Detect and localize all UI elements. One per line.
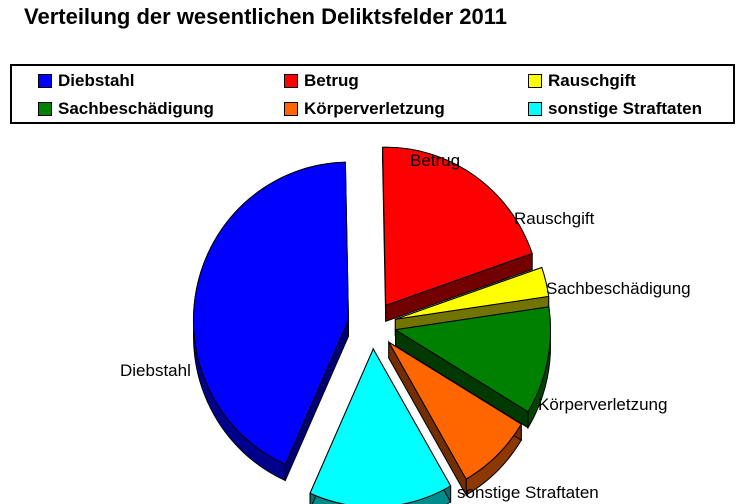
legend-swatch-rauschgift: [528, 74, 542, 88]
pie-slice-betrug: [382, 146, 533, 307]
legend-swatch-sachbeschaedigung: [38, 102, 52, 116]
legend-label-diebstahl: Diebstahl: [58, 71, 135, 90]
legend-label-sachbeschaedigung: Sachbeschädigung: [58, 99, 214, 118]
legend-label-rauschgift: Rauschgift: [548, 71, 636, 90]
legend-swatch-betrug: [284, 74, 298, 88]
legend-item-sachbeschaedigung: Sachbeschädigung: [38, 98, 214, 120]
slice-label-betrug: Betrug: [410, 151, 460, 170]
legend-label-sonstige: sonstige Straftaten: [548, 99, 702, 118]
legend-label-betrug: Betrug: [304, 71, 359, 90]
pie-tops: [193, 146, 551, 504]
pie-slice-koerperverletzung: [388, 341, 522, 480]
slice-label-rauschgift: Rauschgift: [514, 209, 595, 228]
chart-legend: Diebstahl Betrug Rauschgift Sachbeschädi…: [10, 64, 735, 124]
legend-swatch-sonstige: [528, 102, 542, 116]
slice-label-koerperverletzung: Körperverletzung: [538, 395, 667, 414]
pie-slice-diebstahl: [193, 161, 349, 466]
legend-item-sonstige: sonstige Straftaten: [528, 98, 702, 120]
pie-slice-sonstige-straftaten: [309, 347, 452, 504]
slice-label-diebstahl: Diebstahl: [120, 361, 191, 380]
legend-item-betrug: Betrug: [284, 70, 359, 92]
slice-label-sachbeschaedigung: Sachbeschädigung: [546, 279, 691, 298]
legend-swatch-koerperverletzung: [284, 102, 298, 116]
pie-slice-sachbeschaedigung: [394, 306, 551, 413]
pie-labels: Betrug Rauschgift Sachbeschädigung Körpe…: [120, 151, 691, 502]
legend-item-koerperverletzung: Körperverletzung: [284, 98, 445, 120]
legend-swatch-diebstahl: [38, 74, 52, 88]
legend-item-diebstahl: Diebstahl: [38, 70, 135, 92]
slice-label-sonstige: sonstige Straftaten: [457, 483, 599, 502]
pie-slice-rauschgift: [395, 266, 550, 320]
legend-label-koerperverletzung: Körperverletzung: [304, 99, 445, 118]
legend-item-rauschgift: Rauschgift: [528, 70, 636, 92]
chart-title: Verteilung der wesentlichen Deliktsfelde…: [24, 4, 507, 29]
